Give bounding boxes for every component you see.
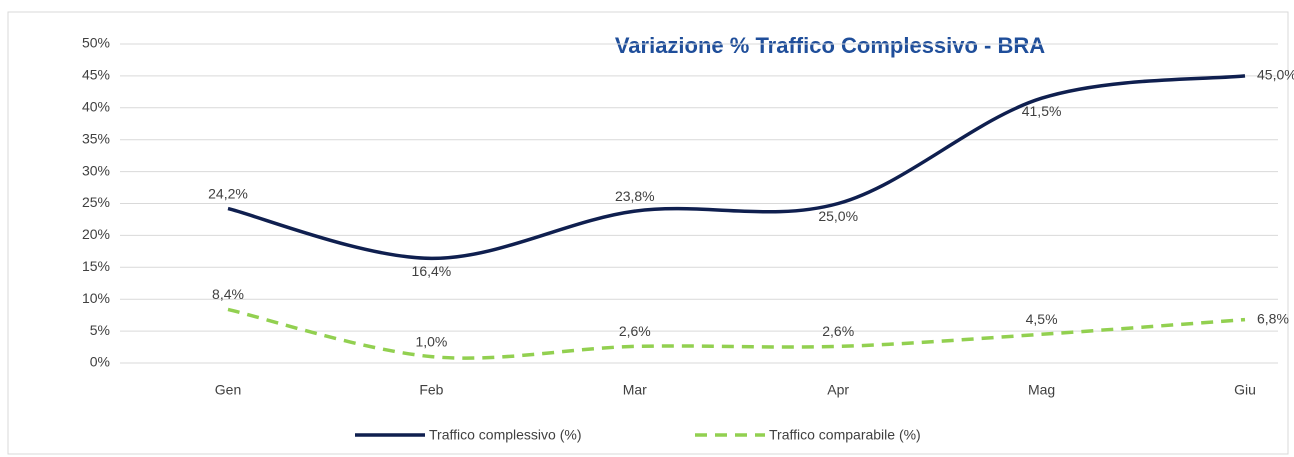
data-label: 2,6% xyxy=(619,323,651,339)
x-tick-label: Giu xyxy=(1234,382,1256,398)
chart-frame xyxy=(7,11,1289,455)
y-tick-label: 5% xyxy=(90,322,110,338)
x-tick-label: Apr xyxy=(827,382,849,398)
data-label: 16,4% xyxy=(412,263,452,279)
data-label: 45,0% xyxy=(1257,67,1294,83)
y-tick-label: 45% xyxy=(82,67,110,83)
chart-title: Variazione % Traffico Complessivo - BRA xyxy=(615,33,1045,58)
y-tick-label: 50% xyxy=(82,35,110,51)
x-tick-label: Feb xyxy=(419,382,443,398)
data-label: 1,0% xyxy=(415,333,447,349)
y-tick-label: 20% xyxy=(82,226,110,242)
data-label: 23,8% xyxy=(615,188,655,204)
legend-label: Traffico comparabile (%) xyxy=(769,427,921,443)
series-line xyxy=(227,307,1246,360)
y-tick-label: 0% xyxy=(90,354,110,370)
y-tick-label: 15% xyxy=(82,258,110,274)
data-label: 4,5% xyxy=(1026,311,1058,327)
data-label: 6,8% xyxy=(1257,310,1289,326)
data-label: 8,4% xyxy=(212,286,244,302)
y-tick-label: 30% xyxy=(82,162,110,178)
x-tick-label: Mar xyxy=(623,382,647,398)
data-label: 2,6% xyxy=(822,323,854,339)
series-line xyxy=(227,74,1246,261)
y-tick-label: 25% xyxy=(82,194,110,210)
data-label: 25,0% xyxy=(818,208,858,224)
y-tick-label: 10% xyxy=(82,290,110,306)
legend-label: Traffico complessivo (%) xyxy=(429,427,581,443)
y-tick-label: 35% xyxy=(82,130,110,146)
x-tick-label: Mag xyxy=(1028,382,1055,398)
data-label: 41,5% xyxy=(1022,103,1062,119)
y-tick-label: 40% xyxy=(82,99,110,115)
data-label: 24,2% xyxy=(208,185,248,201)
x-tick-label: Gen xyxy=(215,382,241,398)
